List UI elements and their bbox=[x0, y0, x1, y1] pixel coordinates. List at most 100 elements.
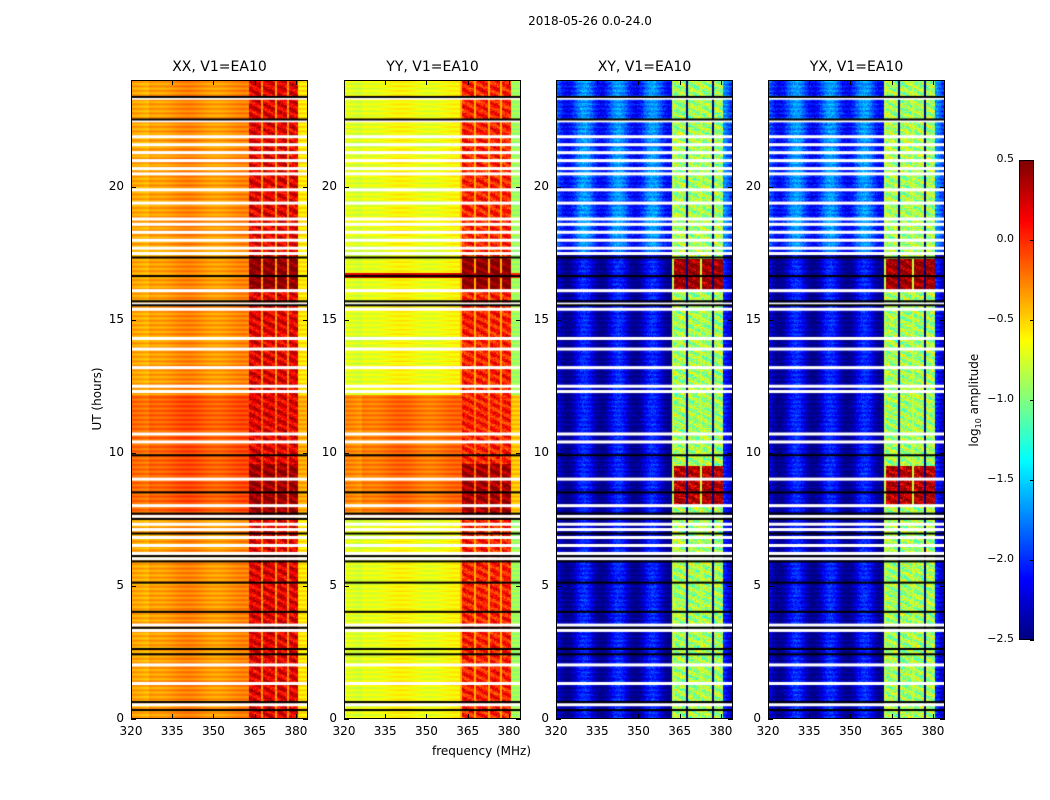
y-tick-mark bbox=[131, 585, 136, 587]
colorbar-tick-mark bbox=[1030, 640, 1034, 641]
figure-title: 2018-05-26 0.0-24.0 bbox=[528, 14, 652, 28]
y-tick-label: 20 bbox=[108, 178, 124, 193]
heatmap-image bbox=[132, 81, 307, 718]
y-tick-mark bbox=[516, 319, 521, 321]
y-tick-mark bbox=[940, 452, 945, 454]
x-tick-mark bbox=[679, 714, 681, 719]
x-tick-label: 335 bbox=[585, 724, 609, 738]
x-tick-mark bbox=[426, 80, 428, 85]
y-tick-label: 20 bbox=[321, 178, 337, 193]
panel-title: XX, V1=EA10 bbox=[172, 59, 267, 75]
y-tick-mark bbox=[303, 452, 308, 454]
x-tick-mark bbox=[638, 80, 640, 85]
y-tick-mark bbox=[344, 452, 349, 454]
heatmap-panel bbox=[768, 80, 945, 719]
colorbar-tick-mark bbox=[1030, 240, 1034, 241]
x-tick-mark bbox=[597, 80, 599, 85]
x-tick-mark bbox=[131, 714, 132, 719]
y-tick-label: 5 bbox=[753, 577, 761, 592]
y-tick-mark bbox=[344, 719, 349, 720]
x-tick-mark bbox=[213, 80, 215, 85]
y-tick-mark bbox=[768, 452, 773, 454]
y-tick-mark bbox=[303, 585, 308, 587]
y-tick-mark bbox=[516, 186, 521, 188]
x-tick-mark bbox=[809, 80, 811, 85]
x-tick-mark bbox=[508, 80, 510, 85]
y-tick-mark bbox=[768, 719, 773, 720]
y-tick-label: 15 bbox=[321, 311, 337, 326]
y-tick-mark bbox=[556, 186, 561, 188]
y-tick-label: 10 bbox=[321, 444, 337, 459]
y-tick-label: 5 bbox=[541, 577, 549, 592]
colorbar-label: log10 amplitude bbox=[966, 353, 984, 447]
colorbar-tick-mark bbox=[1030, 480, 1034, 481]
x-tick-label: 350 bbox=[627, 724, 650, 738]
x-tick-mark bbox=[638, 714, 640, 719]
y-tick-mark bbox=[303, 319, 308, 321]
y-tick-label: 10 bbox=[533, 444, 549, 459]
colorbar-tick-label: −1.5 bbox=[987, 472, 1014, 485]
y-tick-label: 5 bbox=[329, 577, 337, 592]
colorbar-tick-label: −0.5 bbox=[987, 312, 1014, 325]
y-tick-mark bbox=[940, 319, 945, 321]
x-tick-mark bbox=[556, 714, 557, 719]
y-tick-label: 5 bbox=[116, 577, 124, 592]
colorbar-tick-label: 0.5 bbox=[996, 152, 1015, 165]
x-tick-mark bbox=[467, 80, 469, 85]
y-tick-mark bbox=[344, 319, 349, 321]
y-tick-mark bbox=[516, 585, 521, 587]
colorbar-tick-label: −1.0 bbox=[987, 392, 1014, 405]
x-tick-mark bbox=[508, 714, 510, 719]
y-tick-label: 20 bbox=[745, 178, 761, 193]
y-tick-mark bbox=[516, 719, 521, 720]
y-tick-mark bbox=[131, 186, 136, 188]
heatmap-image bbox=[769, 81, 944, 718]
x-tick-label: 320 bbox=[332, 724, 356, 738]
x-tick-mark bbox=[809, 714, 811, 719]
colorbar-tick-label: −2.5 bbox=[987, 632, 1014, 645]
x-tick-mark bbox=[768, 80, 769, 85]
y-tick-label: 15 bbox=[533, 311, 549, 326]
y-tick-mark bbox=[940, 186, 945, 188]
colorbar-tick-mark bbox=[1030, 560, 1034, 561]
y-tick-mark bbox=[728, 186, 733, 188]
y-tick-mark bbox=[303, 719, 308, 720]
y-tick-mark bbox=[344, 585, 349, 587]
x-tick-label: 335 bbox=[797, 724, 821, 738]
heatmap-image bbox=[557, 81, 732, 718]
y-tick-mark bbox=[728, 585, 733, 587]
x-tick-mark bbox=[891, 80, 893, 85]
y-tick-mark bbox=[303, 186, 308, 188]
x-tick-label: 320 bbox=[119, 724, 143, 738]
y-tick-label: 10 bbox=[745, 444, 761, 459]
heatmap-panel bbox=[131, 80, 308, 719]
x-tick-mark bbox=[850, 714, 852, 719]
x-tick-label: 365 bbox=[243, 724, 267, 738]
y-tick-label: 0 bbox=[116, 711, 124, 725]
y-tick-mark bbox=[131, 719, 136, 720]
y-tick-mark bbox=[940, 719, 945, 720]
x-tick-mark bbox=[891, 714, 893, 719]
colorbar-tick-mark bbox=[1030, 400, 1034, 401]
y-tick-label: 15 bbox=[108, 311, 124, 326]
x-tick-label: 365 bbox=[668, 724, 692, 738]
y-tick-label: 15 bbox=[745, 311, 761, 326]
x-tick-label: 320 bbox=[756, 724, 780, 738]
x-tick-label: 380 bbox=[709, 724, 733, 738]
x-tick-mark bbox=[768, 714, 769, 719]
colorbar-tick-label: 0.0 bbox=[996, 232, 1015, 245]
y-axis-label: UT (hours) bbox=[90, 367, 104, 431]
x-tick-mark bbox=[720, 80, 722, 85]
x-tick-mark bbox=[850, 80, 852, 85]
y-tick-label: 10 bbox=[108, 444, 124, 459]
x-tick-mark bbox=[131, 80, 132, 85]
x-tick-mark bbox=[556, 80, 557, 85]
y-tick-mark bbox=[131, 319, 136, 321]
panel-title: YX, V1=EA10 bbox=[809, 59, 904, 75]
x-tick-mark bbox=[720, 714, 722, 719]
y-tick-mark bbox=[940, 585, 945, 587]
x-tick-label: 350 bbox=[839, 724, 862, 738]
x-tick-label: 335 bbox=[373, 724, 397, 738]
x-tick-label: 380 bbox=[921, 724, 945, 738]
x-tick-mark bbox=[932, 714, 934, 719]
